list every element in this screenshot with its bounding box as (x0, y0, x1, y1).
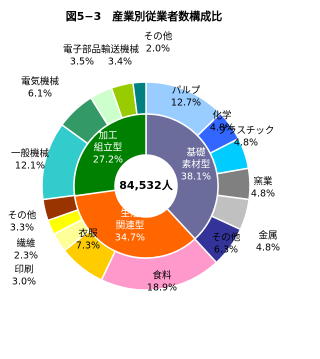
inner-label: 組立型 (94, 142, 123, 154)
outer-label: 化学 (212, 110, 231, 122)
outer-value-label: 3.4% (108, 57, 132, 68)
inner-value-label: 27.2% (93, 155, 123, 166)
outer-label: 窯業 (253, 176, 273, 188)
outer-value-label: 3.3% (10, 223, 34, 234)
outer-value-label: 12.7% (171, 98, 201, 109)
inner-label: 加工 (98, 131, 118, 142)
outer-label: 電気機械 (21, 76, 60, 88)
inner-label: 関連型 (116, 220, 145, 232)
outer-value-label: 4.8% (210, 123, 234, 134)
inner-label: 生活 (120, 208, 140, 220)
outer-value-label: 12.1% (15, 161, 45, 172)
outer-slice (216, 167, 251, 201)
outer-label: プラスチック (218, 126, 275, 137)
outer-label: その他 (8, 210, 37, 222)
outer-label: 金属 (258, 230, 277, 242)
outer-value-label: 7.3% (76, 241, 100, 252)
outer-label: 印刷 (14, 264, 33, 276)
outer-value-label: 18.9% (147, 283, 177, 294)
outer-value-label: 4.8% (251, 189, 275, 200)
outer-label: 電子部品 (63, 44, 101, 56)
center-label: 84,532人 (119, 178, 173, 192)
outer-value-label: 4.8% (234, 138, 258, 149)
outer-value-label: 4.8% (256, 243, 280, 254)
outer-label: パルプ (172, 86, 201, 97)
outer-value-label: 6.1% (28, 89, 52, 100)
inner-value-label: 38.1% (181, 172, 211, 183)
inner-value-label: 34.7% (115, 233, 145, 244)
outer-value-label: 3.5% (70, 57, 94, 68)
inner-label: 素材型 (182, 159, 211, 171)
outer-label: その他 (212, 232, 241, 244)
outer-label: 食料 (152, 270, 172, 282)
inner-label: 基礎 (186, 147, 206, 159)
outer-label: その他 (144, 31, 173, 43)
outer-label: 衣服 (78, 228, 98, 240)
outer-label: 輸送機械 (101, 44, 140, 56)
center-hole (115, 155, 177, 217)
outer-label: 一般機械 (11, 148, 50, 160)
outer-value-label: 3.0% (12, 277, 36, 288)
outer-value-label: 2.3% (14, 251, 38, 262)
outer-value-label: 6.3% (214, 245, 238, 256)
outer-label: 繊維 (16, 238, 36, 250)
outer-value-label: 2.0% (146, 44, 170, 55)
chart-title: 図5−3 産業別従業者数構成比 (66, 9, 223, 23)
